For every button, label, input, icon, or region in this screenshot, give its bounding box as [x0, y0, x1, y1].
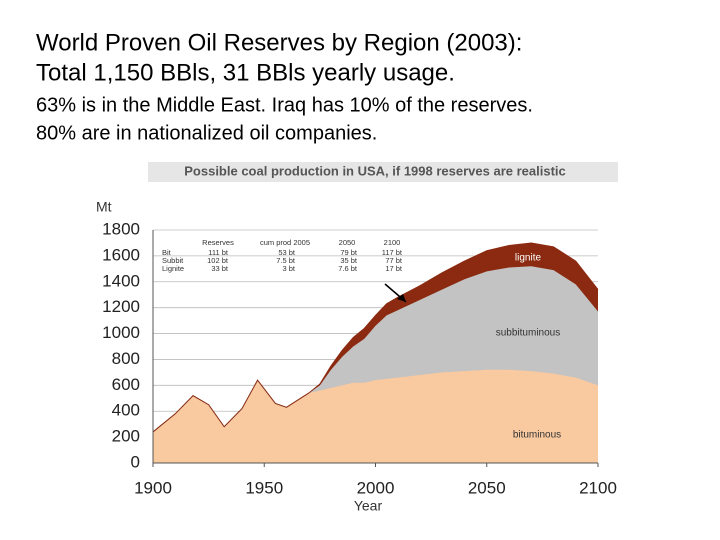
table-cell: 33 bt	[211, 264, 229, 273]
area-fill	[153, 242, 598, 432]
table-cell: 53 bt	[278, 248, 296, 257]
slide-title: Total 1,150 BBls, 31 BBls yearly usage.	[36, 59, 455, 86]
table-cell: 111 bt	[208, 248, 229, 257]
table-cell: 17 bt	[385, 264, 403, 273]
x-axis-label: Year	[354, 498, 383, 514]
table-cell: 7.5 bt	[276, 256, 296, 265]
table-cell: 102 bt	[207, 256, 229, 265]
table-row-label: Lignite	[162, 264, 184, 273]
x-tick-label: 1950	[245, 478, 283, 497]
y-tick-label: 400	[112, 401, 140, 420]
chart-title: Possible coal production in USA, if 1998…	[184, 163, 566, 178]
table-header: 2100	[384, 238, 401, 247]
x-tick-label: 2100	[579, 478, 617, 497]
slide-title: World Proven Oil Reserves by Region (200…	[36, 29, 522, 56]
table-row-label: Bit	[162, 248, 172, 257]
y-tick-label: 1600	[102, 245, 140, 264]
table-cell: 117 bt	[382, 248, 403, 257]
y-tick-label: 200	[112, 427, 140, 446]
area-label: lignite	[515, 253, 542, 264]
table-cell: 7.6 bt	[338, 264, 358, 273]
area-fill	[153, 369, 598, 463]
y-tick-label: 0	[131, 452, 140, 471]
slide-subtitle: 80% are in nationalized oil companies.	[36, 122, 377, 144]
y-tick-label: 1800	[102, 219, 140, 238]
y-tick-label: 1200	[102, 297, 140, 316]
y-tick-label: 1400	[102, 271, 140, 290]
area-label: bituminous	[513, 430, 561, 441]
y-tick-label: 600	[112, 375, 140, 394]
arrow-head	[397, 294, 406, 302]
x-tick-label: 2000	[357, 478, 395, 497]
slide-subtitle: 63% is in the Middle East. Iraq has 10% …	[36, 94, 533, 116]
y-axis-label: Mt	[96, 199, 112, 215]
plot: 0 200 400 600 800 1000 1200 1400 1600 1800 1900 195…	[102, 219, 617, 497]
table-row-label: Subbit	[162, 256, 184, 265]
y-tick-label: 800	[112, 349, 140, 368]
area-label: subbituminous	[496, 328, 560, 339]
table-header: 2050	[339, 238, 356, 247]
area-fill	[153, 266, 598, 432]
x-tick-label: 2050	[468, 478, 506, 497]
x-tick-label: 1900	[134, 478, 172, 497]
chart-title-band	[148, 162, 618, 182]
area-top	[152, 242, 599, 433]
table-cell: 77 bt	[385, 256, 403, 265]
table-cell: 79 bt	[340, 248, 358, 257]
table-header: Reserves	[202, 238, 234, 247]
table-header: cum prod 2005	[260, 238, 310, 247]
y-tick-label: 1000	[102, 323, 140, 342]
table-cell: 35 bt	[340, 256, 358, 265]
table-cell: 3 bt	[282, 264, 295, 273]
